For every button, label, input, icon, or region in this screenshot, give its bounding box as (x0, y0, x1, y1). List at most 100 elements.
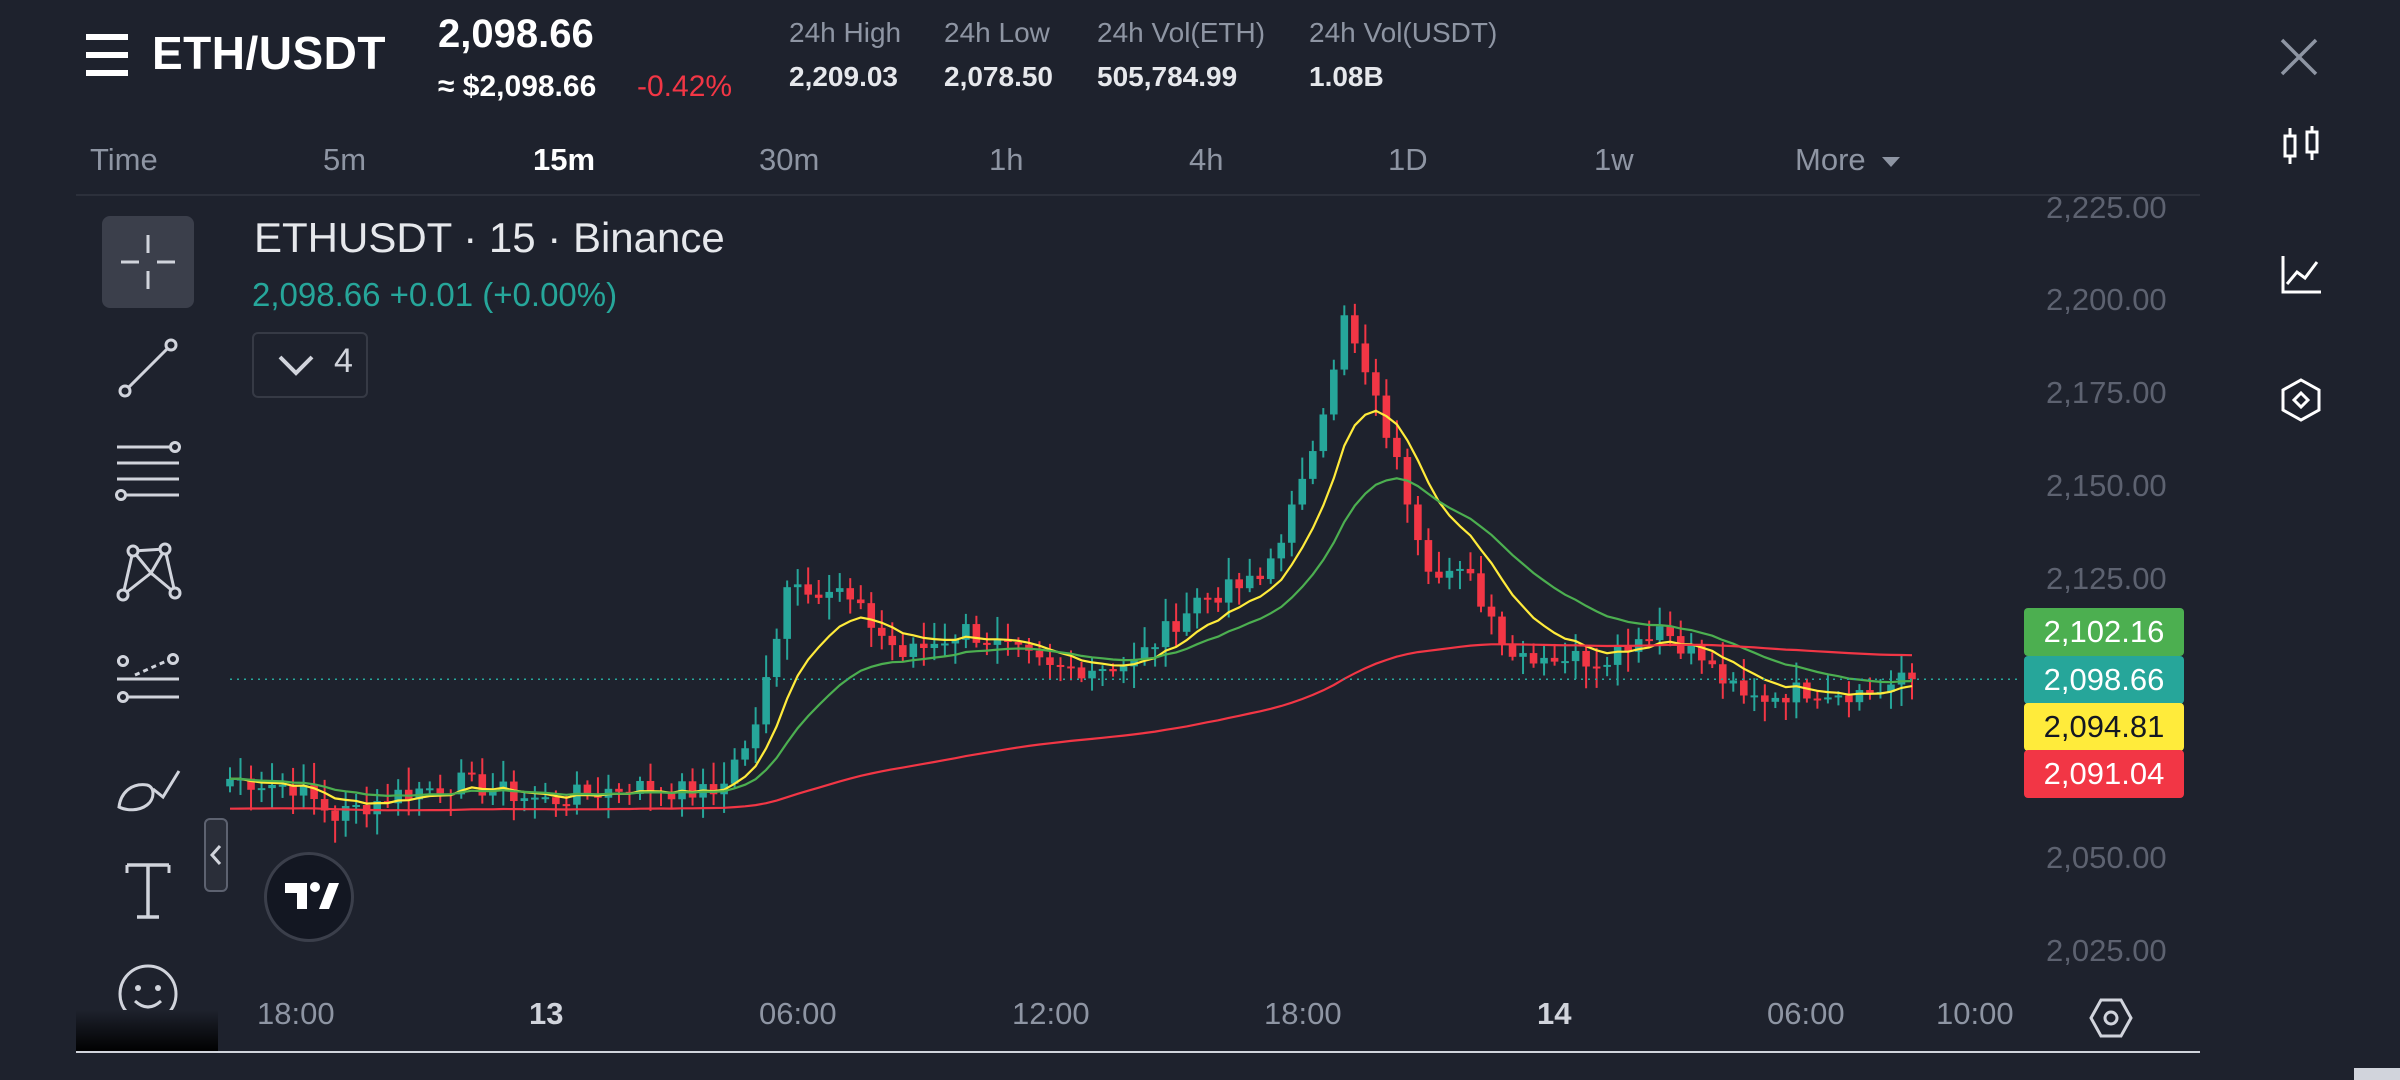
candle-body (1687, 645, 1696, 654)
candle-body (299, 785, 308, 796)
candle-body (1319, 414, 1328, 452)
candle-body (1245, 575, 1254, 589)
projection-tool[interactable] (104, 636, 192, 724)
candle-body (1666, 626, 1674, 637)
indicator-toggle[interactable] (252, 332, 368, 398)
tab-1w[interactable]: 1w (1594, 142, 1634, 177)
candle-body (1256, 575, 1265, 580)
candle-body (783, 587, 791, 639)
candle-body (825, 591, 833, 598)
stat-low-value: 2,078.50 (944, 61, 1053, 92)
candle-body (1718, 664, 1727, 684)
tab-4h[interactable]: 4h (1189, 142, 1224, 177)
candle-body (436, 788, 445, 794)
candle-body (1151, 647, 1159, 650)
candle-body (489, 790, 497, 796)
candle-body (972, 624, 981, 643)
crosshair-tool[interactable] (102, 216, 194, 308)
change-percent: -0.42% (637, 70, 733, 103)
price-tick: 2,225.00 (2046, 190, 2167, 225)
candle-body (257, 788, 266, 791)
menu-icon[interactable] (86, 34, 132, 76)
candle-body (1046, 657, 1054, 665)
time-tick: 13 (529, 996, 564, 1031)
candle-body (877, 627, 886, 636)
candle-body (1424, 540, 1433, 572)
fib-levels-tool[interactable] (104, 426, 192, 514)
pattern-tool[interactable] (104, 528, 192, 616)
caret-down-icon (1882, 156, 1901, 167)
chart-settings-icon[interactable] (2087, 994, 2135, 1042)
projection-icon (117, 653, 179, 703)
text-icon (125, 863, 171, 919)
candle-body (1498, 616, 1506, 645)
candle-body (531, 797, 539, 800)
last-price-tag: 2,098.66 (2024, 656, 2184, 704)
candle-body (394, 789, 402, 804)
line-chart-icon[interactable] (2277, 250, 2325, 298)
candle-body (962, 624, 970, 640)
candle-body (1088, 670, 1096, 679)
tab-time[interactable]: Time (90, 142, 158, 177)
candle-body (1456, 568, 1464, 571)
ma-long-price-tag: 2,091.04 (2024, 750, 2184, 798)
tab-15m[interactable]: 15m (533, 142, 596, 177)
candle-body (1771, 697, 1780, 702)
price-tick: 2,125.00 (2046, 561, 2167, 596)
text-tool[interactable] (104, 846, 192, 934)
candle-body (1487, 606, 1496, 617)
candle-body (1435, 571, 1443, 578)
candle-body (1330, 369, 1338, 415)
candle-body (1056, 664, 1065, 667)
candle-body (1655, 626, 1664, 641)
candle-body (993, 638, 1002, 645)
candle-body (1750, 695, 1759, 698)
candle-body (583, 784, 592, 795)
candle-body (1508, 644, 1517, 657)
candle-body (320, 799, 329, 811)
indicator-hex-icon[interactable] (2277, 376, 2325, 424)
tab-1h[interactable]: 1h (989, 142, 1024, 177)
candle-body (289, 784, 297, 796)
candle-body (1540, 657, 1548, 664)
trend-line-tool[interactable] (104, 324, 192, 412)
candle-body (1761, 695, 1769, 702)
candle-body (1592, 666, 1601, 669)
candle-body (478, 774, 487, 796)
candle-body (1287, 504, 1296, 543)
tab-1d[interactable]: 1D (1388, 142, 1428, 177)
candle-body (1309, 451, 1317, 479)
candle-body (541, 797, 550, 800)
tab-30m[interactable]: 30m (759, 142, 820, 177)
candle-body (268, 784, 276, 789)
ma-short-line (229, 409, 1913, 805)
candle-body (1561, 661, 1569, 664)
candle-body (762, 677, 770, 725)
close-icon[interactable] (2276, 34, 2322, 80)
trend-line-icon (118, 338, 178, 398)
candle-body (667, 792, 676, 800)
ma-mid-line (230, 477, 1913, 798)
candle-body (1372, 372, 1380, 396)
candle-body (1824, 697, 1832, 700)
candle-body (1098, 669, 1107, 672)
timeframe-divider (76, 194, 2200, 196)
candle-body (1740, 680, 1748, 696)
tradingview-logo[interactable] (264, 852, 354, 942)
candle-body (278, 784, 287, 787)
candle-body (1266, 558, 1275, 580)
pair-title[interactable]: ETH/USDT (152, 27, 386, 79)
chevron-down-icon (278, 355, 314, 376)
candle-body (909, 643, 918, 657)
candle-body (1298, 478, 1307, 505)
tab-5m[interactable]: 5m (323, 142, 367, 177)
candle-body (920, 643, 928, 648)
tab-more[interactable]: More (1795, 142, 1902, 178)
collapse-toolbar-handle[interactable] (204, 818, 228, 892)
brush-tool[interactable] (104, 744, 192, 832)
candle-body (1624, 645, 1632, 652)
candlestick-icon[interactable] (2277, 122, 2325, 170)
price-tick: 2,150.00 (2046, 468, 2167, 503)
time-tick: 06:00 (1767, 996, 1845, 1031)
